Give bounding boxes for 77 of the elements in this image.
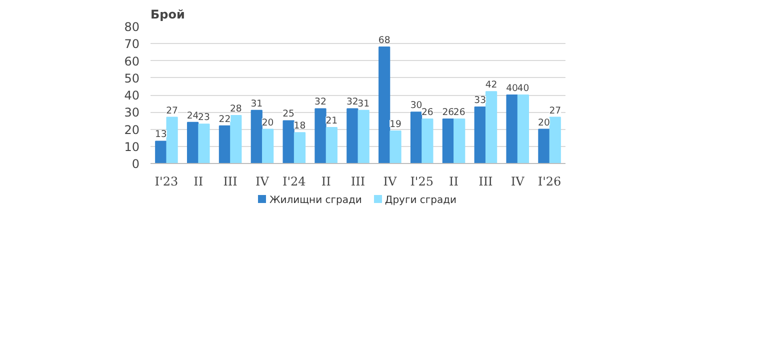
y-tick-label: 10: [124, 140, 140, 154]
x-tick-label: IV: [383, 174, 397, 188]
data-label: 18: [294, 120, 306, 132]
bar: [346, 108, 358, 164]
data-label: 27: [166, 105, 178, 116]
x-tick-label: III: [223, 174, 238, 188]
x-tick-label: I'25: [410, 174, 434, 188]
x-tick-label: I'24: [282, 174, 306, 188]
bar: [390, 130, 402, 164]
bar: [422, 118, 434, 164]
bar: [166, 116, 178, 164]
data-label: 32: [314, 96, 326, 108]
data-label: 31: [250, 98, 263, 110]
y-tick-label: 50: [124, 71, 140, 86]
bar: [549, 116, 561, 164]
bar: [230, 115, 242, 164]
y-axis-title: Брой: [150, 8, 185, 22]
data-label: 25: [282, 108, 295, 120]
x-tick-label: I'23: [154, 174, 178, 188]
data-label: 30: [410, 100, 422, 112]
bar: [378, 46, 390, 164]
data-label: 40: [517, 83, 530, 94]
data-label: 32: [346, 96, 358, 108]
bar: [282, 120, 294, 164]
bar: [155, 140, 167, 164]
bar: [517, 94, 530, 164]
data-label: 27: [549, 105, 562, 116]
x-tick-label: IV: [256, 174, 270, 188]
bar: [442, 118, 454, 164]
bar: [198, 124, 210, 164]
x-tick-label: I'26: [538, 174, 562, 188]
x-tick-label: III: [350, 174, 366, 188]
x-tick-label: II: [194, 174, 204, 188]
bar: [294, 132, 306, 164]
data-label: 33: [474, 94, 486, 106]
data-label: 28: [230, 104, 242, 115]
legend-label: Други сгради: [384, 195, 457, 206]
bar: [314, 108, 326, 164]
bar: [186, 122, 199, 164]
y-tick-label: 30: [124, 106, 140, 120]
bar: [506, 94, 518, 164]
y-tick-label: 40: [124, 88, 140, 102]
y-tick-label: 60: [124, 54, 140, 68]
bar: [262, 128, 274, 164]
data-label: 19: [390, 118, 402, 130]
y-tick-label: 20: [124, 122, 140, 137]
data-label: 40: [506, 83, 518, 94]
y-tick-label: 80: [124, 20, 140, 34]
bar: [538, 128, 550, 164]
y-tick-label: 0: [132, 157, 140, 171]
data-label: 26: [422, 106, 434, 118]
x-tick-label: III: [478, 174, 494, 188]
y-tick-label: 70: [124, 37, 140, 52]
bar: [485, 91, 498, 164]
bar: [410, 112, 422, 164]
data-label: 20: [538, 117, 550, 128]
data-label: 20: [262, 117, 274, 128]
x-tick-label: IV: [510, 174, 525, 188]
x-tick-label: II: [321, 174, 332, 188]
data-label: 22: [218, 114, 231, 125]
data-label: 31: [358, 98, 370, 110]
data-label: 21: [326, 116, 338, 127]
data-label: 68: [378, 35, 390, 46]
bar: [250, 110, 262, 164]
x-tick-label: II: [449, 174, 459, 188]
data-label: 24: [186, 110, 199, 122]
bar: [326, 127, 338, 164]
bar: [358, 110, 370, 164]
data-label: 26: [442, 106, 454, 118]
legend-label: Жилищни сгради: [268, 195, 362, 206]
bar: [474, 106, 486, 164]
data-label: 42: [485, 80, 498, 91]
data-label: 23: [198, 112, 210, 124]
data-label: 26: [453, 106, 466, 118]
bar: [218, 125, 231, 164]
data-label: 13: [154, 129, 167, 140]
bar: [454, 118, 466, 164]
